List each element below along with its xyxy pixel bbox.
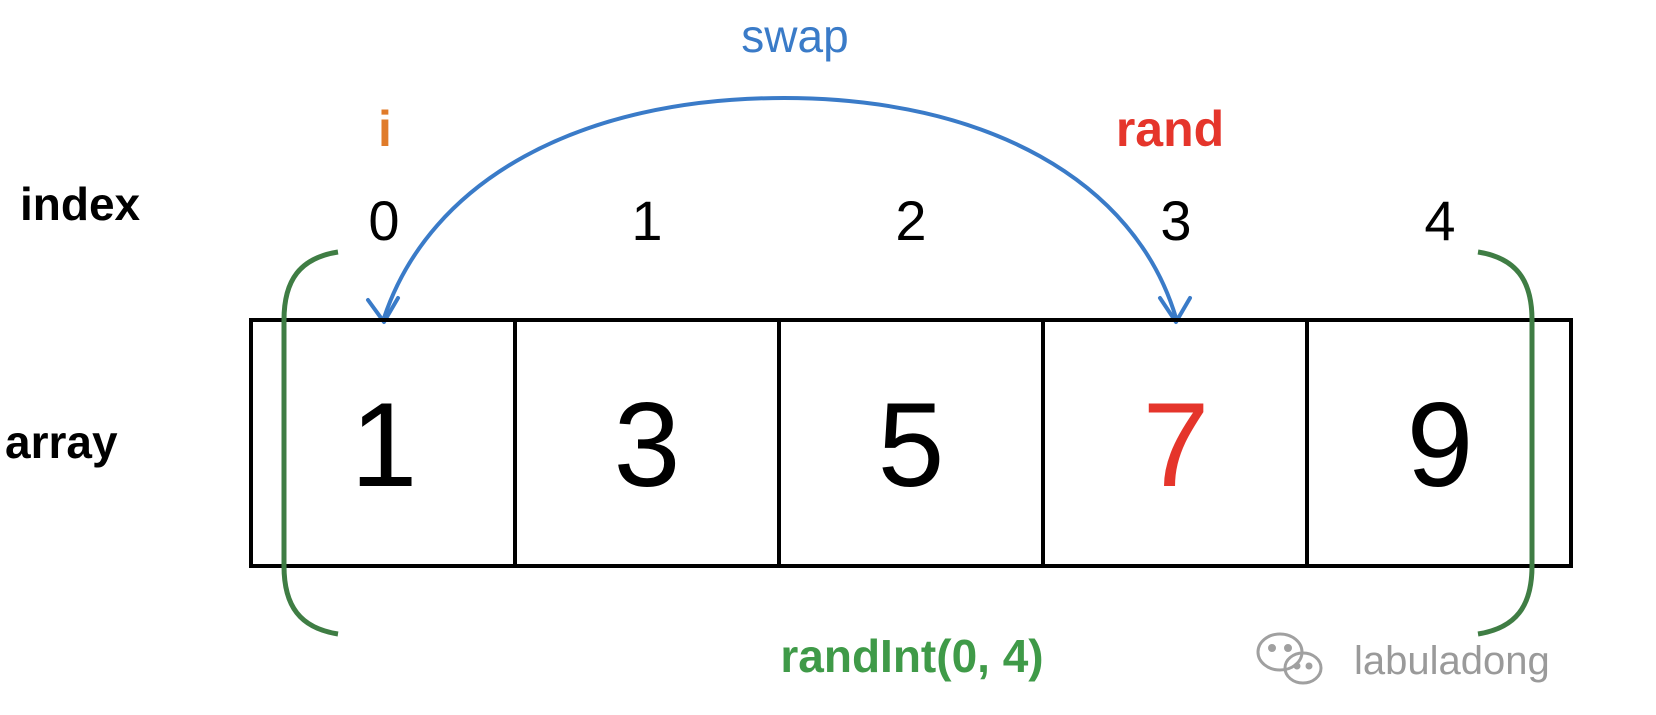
array-cell [1305, 318, 1573, 568]
swap-label: swap [741, 10, 848, 62]
index-label: 3 [1160, 189, 1191, 252]
index-label: 1 [631, 189, 662, 252]
array-value-highlighted: 7 [1143, 378, 1210, 512]
watermark: labuladong [1256, 632, 1550, 685]
array-value: 3 [614, 378, 681, 512]
index-label: 2 [895, 189, 926, 252]
rand-pointer-label: rand [1116, 101, 1224, 157]
i-pointer-label: i [378, 101, 392, 157]
array-value: 9 [1407, 378, 1474, 512]
index-label: 0 [368, 189, 399, 252]
range-bracket-left [281, 249, 339, 637]
index-row: 0 1 2 3 4 [368, 189, 1455, 252]
array-row: 1 3 5 7 9 [249, 318, 1573, 568]
index-label: 4 [1424, 189, 1455, 252]
watermark-text: labuladong [1354, 639, 1550, 683]
index-row-label: index [20, 178, 141, 230]
range-bracket-right [1477, 249, 1535, 637]
wechat-icon [1256, 632, 1323, 685]
array-row-label: array [5, 416, 118, 468]
swap-arrow [382, 95, 1178, 319]
randint-label: randInt(0, 4) [780, 630, 1043, 682]
array-value: 5 [878, 378, 945, 512]
array-value: 1 [351, 378, 418, 512]
